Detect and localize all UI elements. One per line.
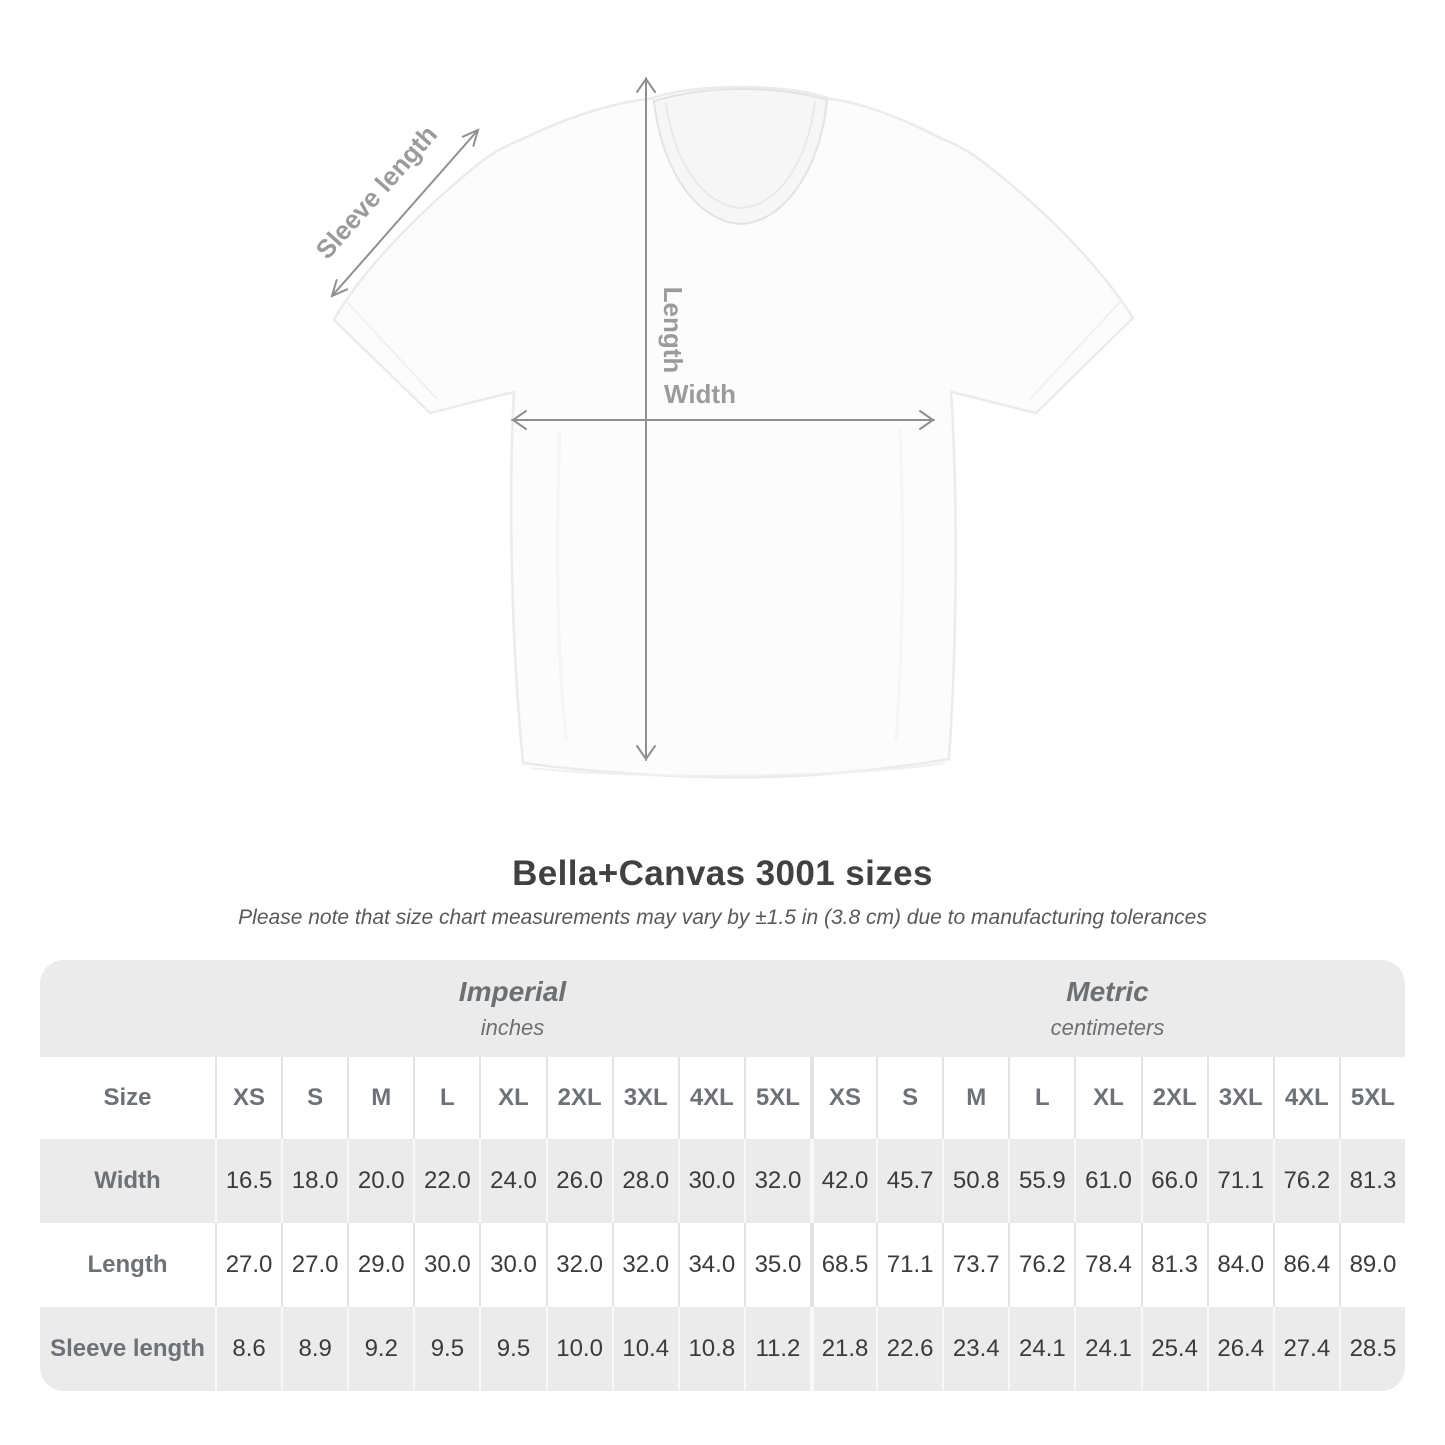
size-header-met-5xl: 5XL: [1338, 1057, 1405, 1139]
size-header-met-l: L: [1008, 1057, 1075, 1139]
size-header-imp-4xl: 4XL: [677, 1057, 744, 1139]
table-cell: 30.0: [413, 1223, 480, 1307]
table-cell: 76.2: [1008, 1223, 1075, 1307]
table-cell: 45.7: [876, 1139, 943, 1223]
size-header-met-2xl: 2XL: [1140, 1057, 1207, 1139]
size-column-header: Size: [40, 1057, 215, 1139]
table-cell: 23.4: [942, 1307, 1009, 1391]
size-header-met-3xl: 3XL: [1206, 1057, 1273, 1139]
table-cell: 27.0: [215, 1223, 282, 1307]
subtitle-note: Please note that size chart measurements…: [238, 906, 1207, 929]
table-cell: 55.9: [1008, 1139, 1075, 1223]
table-cell: 10.4: [611, 1307, 678, 1391]
imperial-group-label: Imperial: [458, 976, 567, 1007]
table-cell: 27.4: [1272, 1307, 1339, 1391]
table-cell: 78.4: [1074, 1223, 1141, 1307]
table-cell: 50.8: [942, 1139, 1009, 1223]
table-cell: 61.0: [1074, 1139, 1141, 1223]
table-cell: 16.5: [215, 1139, 282, 1223]
table-cell: 42.0: [810, 1139, 877, 1223]
page-title: Bella+Canvas 3001 sizes: [512, 854, 933, 893]
metric-group-unit: centimeters: [1050, 1015, 1165, 1040]
imperial-group-unit: inches: [480, 1015, 545, 1040]
table-cell: 20.0: [347, 1139, 414, 1223]
table-cell: 30.0: [677, 1139, 744, 1223]
table-cell: 18.0: [281, 1139, 348, 1223]
table-cell: 66.0: [1140, 1139, 1207, 1223]
size-header-imp-xl: XL: [479, 1057, 546, 1139]
table-cell: 34.0: [677, 1223, 744, 1307]
size-header-met-s: S: [876, 1057, 943, 1139]
size-table: Imperial inches Metric centimeters Size …: [40, 960, 1405, 1391]
tshirt-measurement-diagram: Sleeve length Length Width: [309, 77, 1135, 779]
metric-group-label: Metric: [1066, 976, 1149, 1007]
table-cell: 21.8: [810, 1307, 877, 1391]
size-header-imp-s: S: [281, 1057, 348, 1139]
table-cell: 35.0: [743, 1223, 810, 1307]
table-cell: 81.3: [1338, 1139, 1405, 1223]
row-label-sleeve-length: Sleeve length: [40, 1307, 215, 1391]
table-cell: 32.0: [545, 1223, 612, 1307]
heading-block: Bella+Canvas 3001 sizes Please note that…: [0, 854, 1445, 930]
table-cell: 9.2: [347, 1307, 414, 1391]
table-cell: 9.5: [479, 1307, 546, 1391]
row-label-length: Length: [40, 1223, 215, 1307]
table-cell: 11.2: [743, 1307, 810, 1391]
length-label: Length: [658, 287, 688, 374]
table-cell: 84.0: [1206, 1223, 1273, 1307]
table-cell: 22.0: [413, 1139, 480, 1223]
group-header-metric: Metric centimeters: [810, 960, 1405, 1057]
size-header-met-xl: XL: [1074, 1057, 1141, 1139]
table-cell: 71.1: [876, 1223, 943, 1307]
table-cell: 28.5: [1338, 1307, 1405, 1391]
table-cell: 8.6: [215, 1307, 282, 1391]
table-cell: 30.0: [479, 1223, 546, 1307]
table-cell: 10.8: [677, 1307, 744, 1391]
table-cell: 68.5: [810, 1223, 877, 1307]
table-cell: 28.0: [611, 1139, 678, 1223]
table-cell: 8.9: [281, 1307, 348, 1391]
size-header-met-m: M: [942, 1057, 1009, 1139]
size-header-imp-xs: XS: [215, 1057, 282, 1139]
table-cell: 22.6: [876, 1307, 943, 1391]
size-header-imp-3xl: 3XL: [611, 1057, 678, 1139]
table-cell: 76.2: [1272, 1139, 1339, 1223]
size-header-imp-l: L: [413, 1057, 480, 1139]
sleeve-length-arrow: [330, 128, 480, 298]
size-header-met-4xl: 4XL: [1272, 1057, 1339, 1139]
collar: [652, 87, 829, 226]
table-cell: 81.3: [1140, 1223, 1207, 1307]
table-cell: 29.0: [347, 1223, 414, 1307]
size-header-imp-2xl: 2XL: [545, 1057, 612, 1139]
table-cell: 32.0: [611, 1223, 678, 1307]
table-cell: 73.7: [942, 1223, 1009, 1307]
table-cell: 10.0: [545, 1307, 612, 1391]
size-header-met-xs: XS: [810, 1057, 877, 1139]
table-cell: 24.1: [1008, 1307, 1075, 1391]
table-cell: 27.0: [281, 1223, 348, 1307]
table-cell: 86.4: [1272, 1223, 1339, 1307]
row-label-width: Width: [40, 1139, 215, 1223]
table-cell: 26.4: [1206, 1307, 1273, 1391]
table-cell: 32.0: [743, 1139, 810, 1223]
size-header-imp-5xl: 5XL: [743, 1057, 810, 1139]
table-cell: 26.0: [545, 1139, 612, 1223]
group-header-spacer: [40, 960, 215, 1057]
table-cell: 24.0: [479, 1139, 546, 1223]
table-cell: 89.0: [1338, 1223, 1405, 1307]
size-header-imp-m: M: [347, 1057, 414, 1139]
table-cell: 9.5: [413, 1307, 480, 1391]
tshirt-image: [332, 85, 1135, 779]
width-label: Width: [664, 379, 736, 409]
tshirt-diagram-svg: Sleeve length Length Width: [309, 77, 1135, 779]
table-cell: 24.1: [1074, 1307, 1141, 1391]
group-header-imperial: Imperial inches: [215, 960, 810, 1057]
width-arrow: [511, 410, 935, 430]
table-cell: 25.4: [1140, 1307, 1207, 1391]
table-cell: 71.1: [1206, 1139, 1273, 1223]
